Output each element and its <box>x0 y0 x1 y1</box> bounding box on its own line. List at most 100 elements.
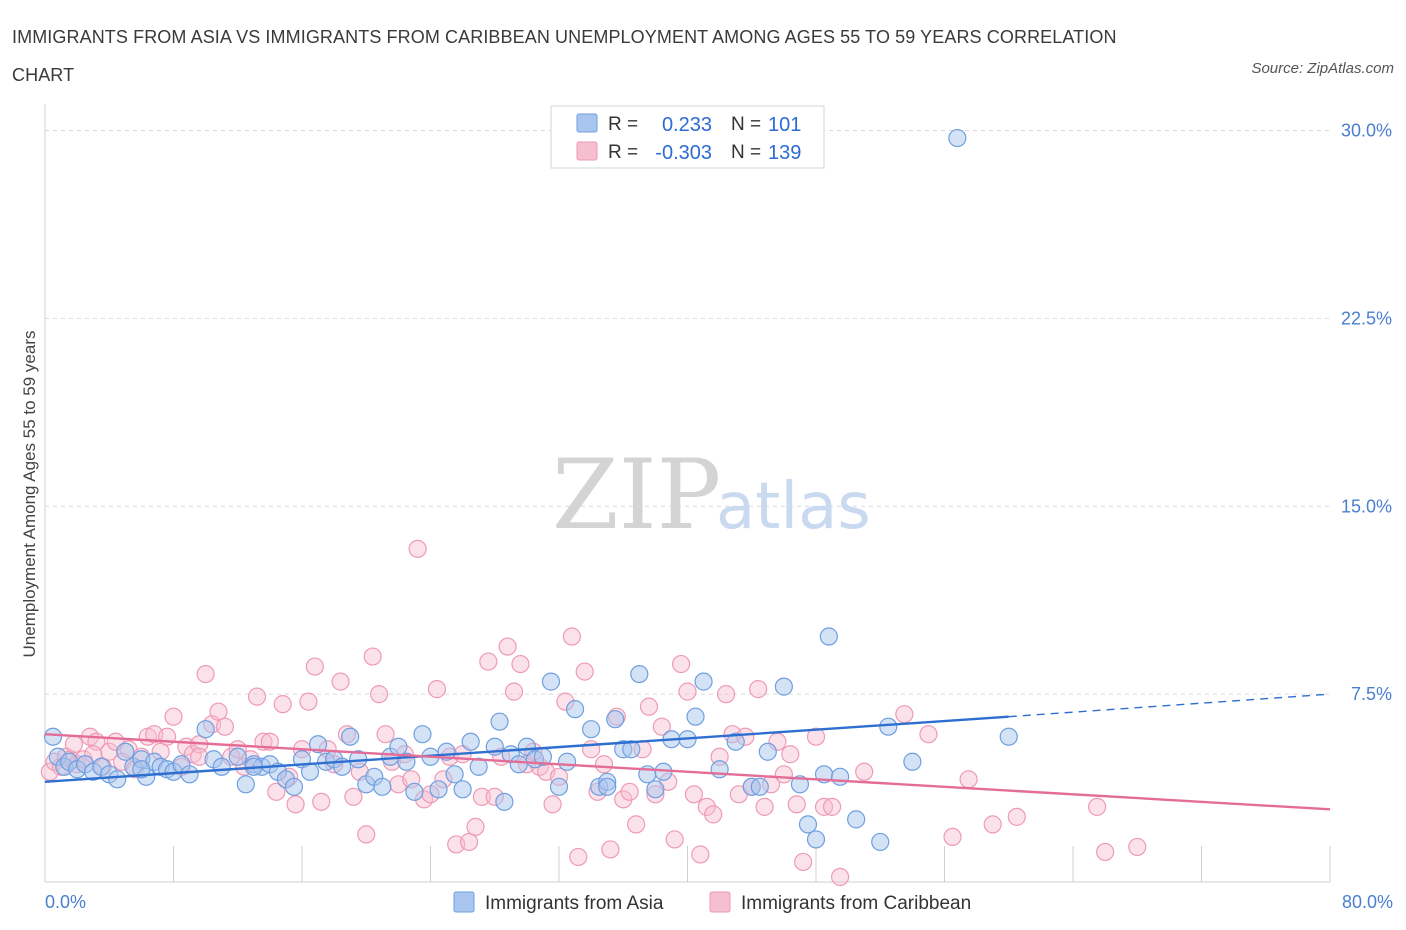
caribbean-point <box>299 692 318 711</box>
y-tick-label: 22.5% <box>1341 308 1392 328</box>
asia-trend-line <box>44 715 1009 784</box>
asia-point <box>903 752 922 771</box>
asia-point <box>180 765 199 784</box>
asia-point <box>758 742 777 761</box>
asia-point <box>196 720 215 739</box>
asia-point <box>871 832 890 852</box>
asia-point <box>798 815 818 834</box>
legend-swatch-asia <box>576 113 598 133</box>
source-note: Source: ZipAtlas.com <box>1251 60 1394 77</box>
caribbean-point <box>684 785 704 804</box>
asia-point <box>694 672 713 691</box>
caribbean-point <box>959 770 978 789</box>
caribbean-point <box>678 682 697 701</box>
asia-point <box>999 727 1018 746</box>
caribbean-point <box>830 867 850 887</box>
caribbean-point <box>64 735 84 754</box>
legend-r-label-asia: R = <box>608 114 638 135</box>
asia-point <box>284 777 304 796</box>
legend-n-value-asia: 101 <box>768 114 801 136</box>
caribbean-point <box>569 847 588 867</box>
series-legend: Immigrants from Asia Immigrants from Car… <box>453 891 971 914</box>
caribbean-point <box>543 795 562 814</box>
series-legend-label-caribbean: Immigrants from Caribbean <box>741 893 971 914</box>
legend-r-value-asia: 0.233 <box>662 114 712 136</box>
caribbean-point <box>363 647 382 666</box>
series-legend-swatch-caribbean <box>709 891 731 913</box>
caribbean-point <box>787 795 806 814</box>
asia-point <box>622 740 641 759</box>
caribbean-point <box>983 815 1002 834</box>
asia-point <box>341 727 360 746</box>
series-legend-swatch-asia <box>453 891 475 913</box>
caribbean-point <box>895 705 914 724</box>
asia-point <box>236 775 255 794</box>
x-tick-label-max: 80.0% <box>1342 892 1393 912</box>
asia-point <box>453 780 472 799</box>
caribbean-point <box>626 815 646 834</box>
asia-point <box>116 742 135 761</box>
caribbean-point <box>806 727 826 746</box>
x-tick-labels: 0.0% 80.0% <box>45 892 1393 912</box>
asia-point <box>445 765 464 784</box>
caribbean-points <box>40 539 1147 887</box>
y-tick-labels: 7.5% 15.0% 22.5% 30.0% <box>1341 121 1392 705</box>
caribbean-point <box>755 797 774 816</box>
legend-swatch-caribbean <box>576 141 598 161</box>
caribbean-trend-line <box>44 733 1331 811</box>
asia-point <box>212 757 231 776</box>
asia-point <box>509 755 528 774</box>
caribbean-point <box>1087 797 1107 816</box>
asia-point <box>630 664 649 684</box>
caribbean-point <box>344 787 363 806</box>
asia-point <box>541 672 561 691</box>
y-tick-label: 30.0% <box>1341 121 1392 141</box>
asia-point <box>598 777 617 796</box>
asia-point <box>549 777 569 796</box>
caribbean-point <box>479 652 498 671</box>
y-tick-label: 7.5% <box>1351 684 1392 704</box>
caribbean-point <box>562 627 581 646</box>
asia-point <box>108 770 127 789</box>
asia-point <box>413 725 432 744</box>
caribbean-point <box>331 672 350 691</box>
caribbean-point <box>582 740 601 759</box>
caribbean-point <box>1128 837 1147 857</box>
caribbean-point <box>704 805 723 824</box>
caribbean-point <box>855 762 874 781</box>
asia-point <box>790 775 810 794</box>
caribbean-point <box>671 654 691 674</box>
asia-point <box>710 760 729 779</box>
caribbean-point <box>312 792 331 811</box>
legend-n-label-caribbean: N = <box>731 142 761 163</box>
caribbean-point <box>305 657 324 676</box>
asia-point <box>750 777 769 796</box>
caribbean-point <box>822 797 842 816</box>
asia-point <box>405 782 424 801</box>
asia-point <box>726 732 745 751</box>
caribbean-point <box>697 797 716 816</box>
stats-legend: R = 0.233 N = 101 R = -0.303 N = 139 <box>550 105 825 169</box>
asia-point <box>308 735 328 754</box>
asia-point <box>806 830 826 849</box>
x-tick-label-min: 0.0% <box>45 892 86 912</box>
caribbean-point <box>472 787 491 806</box>
caribbean-point <box>601 840 620 859</box>
caribbean-point <box>164 707 183 726</box>
legend-n-label-asia: N = <box>731 114 761 135</box>
y-axis-label: Unemployment Among Ages 55 to 59 years <box>20 331 39 658</box>
caribbean-point <box>665 830 684 849</box>
asia-point <box>557 752 577 771</box>
caribbean-point <box>716 685 736 704</box>
asia-point <box>774 677 793 696</box>
asia-point <box>948 128 967 148</box>
asia-point <box>606 710 625 729</box>
caribbean-point <box>614 790 633 809</box>
series-legend-label-asia: Immigrants from Asia <box>485 893 664 914</box>
chart-title: IMMIGRANTS FROM ASIA VS IMMIGRANTS FROM … <box>12 27 1117 85</box>
caribbean-point <box>594 755 614 774</box>
asia-point <box>495 792 514 811</box>
caribbean-point <box>919 725 938 744</box>
asia-point <box>582 720 601 739</box>
caribbean-point <box>196 664 215 684</box>
